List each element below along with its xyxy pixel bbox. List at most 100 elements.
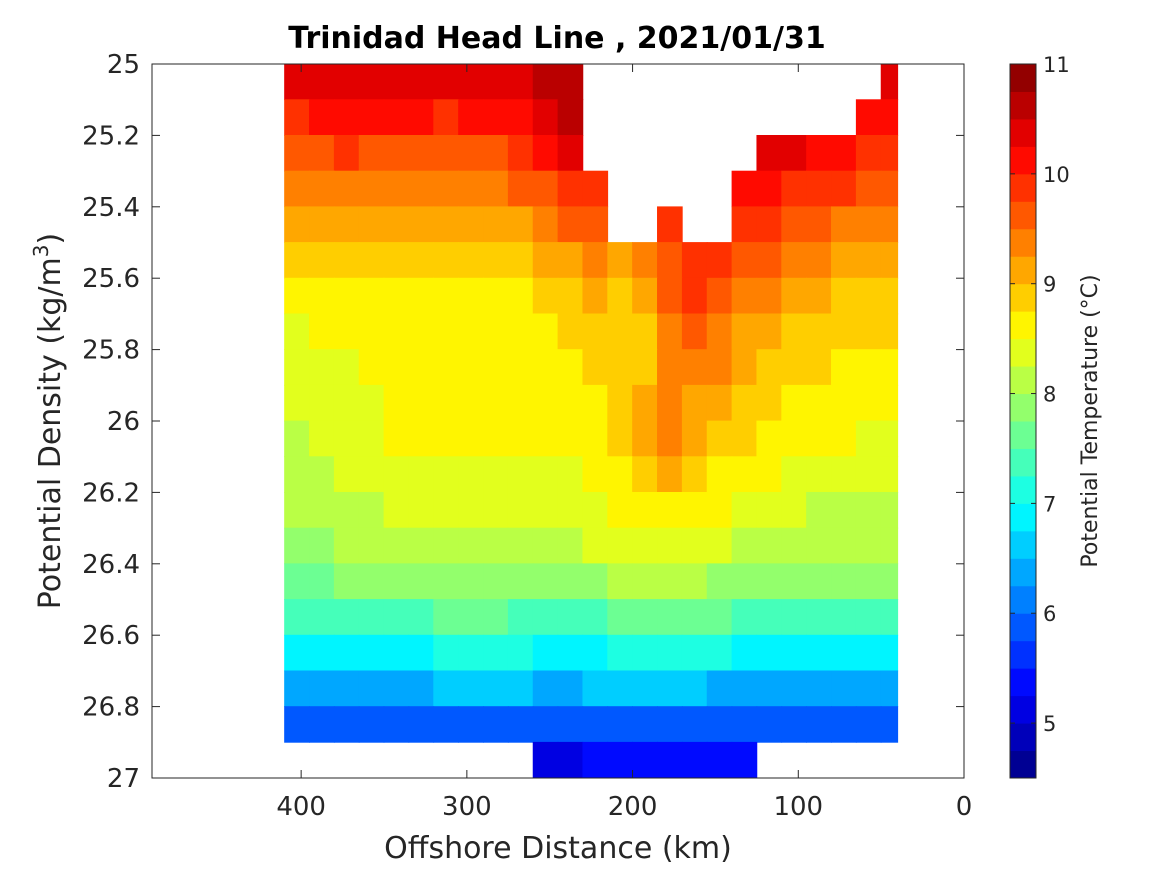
contour-cell (358, 492, 385, 529)
colorbar-tick-label: 11 (1043, 53, 1070, 77)
contour-cell (806, 563, 832, 600)
contour-cell (532, 670, 559, 707)
colorbar-frame (1009, 63, 1037, 779)
contour-cell (383, 313, 410, 350)
contour-cell (582, 527, 609, 565)
contour-cell (309, 420, 335, 458)
contour-cell (831, 420, 857, 458)
contour-cell (458, 420, 484, 458)
contour-cell (284, 634, 310, 672)
contour-cell (284, 420, 310, 458)
contour-cell (358, 456, 385, 493)
colorbar-band (1010, 503, 1036, 532)
contour-cell (607, 492, 633, 529)
contour-cell (333, 384, 360, 422)
contour-cell (507, 527, 534, 565)
contour-cell (831, 206, 857, 243)
contour-cell (433, 63, 459, 101)
contour-cell (632, 492, 658, 529)
contour-cell (607, 741, 633, 779)
contour-cell (383, 242, 410, 279)
contour-cell (483, 349, 509, 386)
contour-cell (607, 706, 633, 743)
contour-cell (532, 527, 559, 565)
contour-cell (880, 527, 899, 565)
contour-cell (383, 206, 410, 243)
contour-cell (383, 63, 410, 101)
contour-cell (458, 349, 484, 386)
colorbar-band (1010, 750, 1036, 779)
contour-cell (284, 63, 310, 101)
contour-cell (731, 420, 758, 458)
contour-cell (607, 349, 633, 386)
contour-cell (781, 634, 807, 672)
contour-cell (731, 170, 758, 208)
contour-cell (458, 706, 484, 743)
contour-cell (657, 599, 683, 636)
contour-cell (681, 420, 708, 458)
contour-cell (855, 492, 882, 529)
contour-cell (681, 563, 708, 600)
contour-cell (855, 420, 882, 458)
contour-cell (681, 670, 708, 707)
contour-cell (880, 563, 899, 600)
contour-cell (458, 99, 484, 136)
contour-cell (433, 492, 459, 529)
contour-cell (657, 456, 683, 493)
contour-cell (383, 670, 410, 707)
contour-cell (557, 670, 584, 707)
contour-cell (333, 135, 360, 172)
contour-cell (681, 349, 708, 386)
colorbar-band (1010, 613, 1036, 642)
contour-cell (483, 420, 509, 458)
contour-cell (582, 384, 609, 422)
contour-cell (532, 420, 559, 458)
contour-cell (507, 99, 534, 136)
contour-cell (333, 670, 360, 707)
contour-cell (433, 277, 459, 315)
contour-cell (781, 206, 807, 243)
contour-cell (806, 634, 832, 672)
contour-cell (408, 456, 435, 493)
colorbar-tick-label: 6 (1043, 602, 1056, 626)
contour-cell (855, 563, 882, 600)
contour-cell (433, 599, 459, 636)
contour-cell (507, 706, 534, 743)
contour-cell (483, 206, 509, 243)
contour-cell (731, 670, 758, 707)
colorbar (1010, 64, 1036, 779)
contour-cell (731, 242, 758, 279)
contour-cell (706, 492, 733, 529)
contour-cell (507, 313, 534, 350)
contour-cell (458, 170, 484, 208)
contour-cell (756, 456, 783, 493)
contour-cell (706, 277, 733, 315)
colorbar-band (1010, 256, 1036, 285)
colorbar-band (1010, 91, 1036, 120)
contour-cell (607, 384, 633, 422)
contour-cell (358, 313, 385, 350)
contour-cell (358, 349, 385, 386)
contour-cell (433, 420, 459, 458)
contour-cell (657, 563, 683, 600)
contour-cell (309, 492, 335, 529)
contour-cell (532, 99, 559, 136)
contour-cell (333, 242, 360, 279)
contour-cell (483, 63, 509, 101)
contour-cell (632, 706, 658, 743)
contour-cell (557, 456, 584, 493)
contour-cell (582, 741, 609, 779)
contour-cell (657, 670, 683, 707)
contour-cell (681, 599, 708, 636)
contour-cell (855, 634, 882, 672)
contour-cell (855, 242, 882, 279)
contour-cell (532, 492, 559, 529)
contour-cell (458, 63, 484, 101)
contour-cell (880, 384, 899, 422)
contour-cell (731, 313, 758, 350)
contour-cell (806, 420, 832, 458)
contour-cell (781, 384, 807, 422)
contour-cell (657, 634, 683, 672)
contour-cell (383, 492, 410, 529)
